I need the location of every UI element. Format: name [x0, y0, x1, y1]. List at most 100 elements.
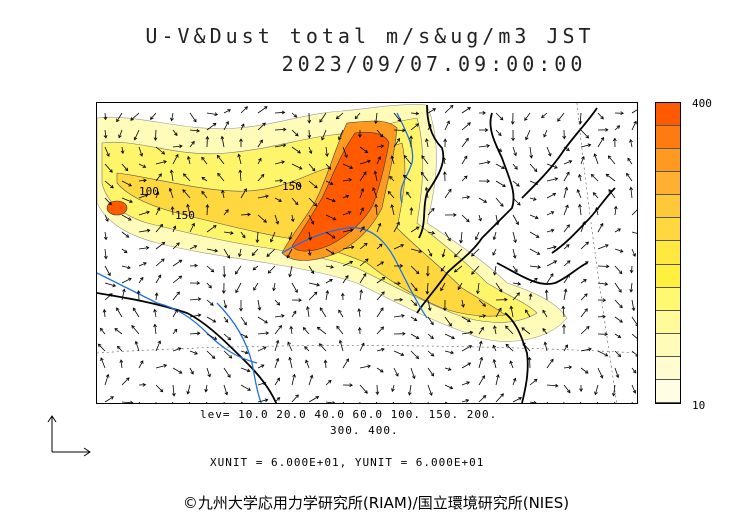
- wind-vector: [155, 160, 167, 165]
- wind-vector: [563, 244, 570, 250]
- wind-vector: [546, 245, 557, 250]
- wind-vector: [563, 171, 570, 182]
- wind-vector: [410, 226, 420, 233]
- wind-vector: [223, 316, 229, 323]
- vector-unit-line: XUNIT = 6.000E+01, YUNIT = 6.000E+01: [210, 456, 485, 469]
- wind-vector: [132, 307, 140, 318]
- wind-vector: [274, 397, 281, 403]
- wind-vector: [302, 327, 310, 335]
- wind-vector: [240, 188, 247, 199]
- wind-vector: [557, 112, 565, 122]
- wind-vector: [223, 248, 230, 259]
- wind-vector: [492, 358, 497, 369]
- wind-vector: [206, 316, 217, 323]
- wind-vector: [478, 214, 482, 222]
- wind-vector: [393, 281, 401, 286]
- wind-vector: [512, 180, 520, 187]
- wind-vector: [631, 231, 637, 234]
- wind-vector: [342, 178, 353, 182]
- wind-vector: [427, 248, 433, 257]
- wind-vector: [457, 282, 463, 291]
- wind-vector: [580, 367, 589, 374]
- wind-vector: [529, 401, 537, 403]
- wind-vector: [495, 282, 503, 293]
- colorbar-segment: [656, 379, 680, 404]
- wind-vector: [257, 139, 263, 148]
- wind-vector: [478, 160, 491, 165]
- wind-vector: [631, 350, 637, 357]
- wind-vector: [546, 273, 554, 284]
- wind-vector: [444, 401, 448, 403]
- wind-vector: [478, 356, 484, 369]
- wind-vector: [172, 328, 178, 335]
- wind-vector: [580, 308, 588, 318]
- wind-vector: [597, 264, 610, 269]
- wind-vector: [274, 377, 280, 386]
- colorbar-segment: [656, 356, 680, 380]
- wind-vector: [325, 379, 332, 386]
- colorbar-segment: [656, 195, 680, 219]
- wind-vector: [169, 169, 174, 182]
- wind-vector: [614, 265, 623, 275]
- wind-vector: [525, 129, 531, 141]
- wind-vector: [155, 363, 168, 369]
- wind-vector: [342, 245, 355, 250]
- wind-vector: [342, 274, 349, 284]
- wind-vector: [409, 207, 414, 216]
- wind-vector: [393, 137, 401, 148]
- wind-vector: [529, 265, 542, 269]
- wind-vector: [235, 282, 242, 294]
- wind-vector: [287, 341, 293, 352]
- wind-vector: [216, 154, 225, 165]
- wind-vector: [274, 160, 285, 165]
- wind-vector: [590, 173, 599, 182]
- wind-vector: [521, 327, 531, 335]
- wind-vector: [443, 138, 448, 148]
- wind-vector: [99, 327, 106, 335]
- wind-vector: [206, 122, 217, 131]
- wind-vector: [189, 281, 201, 285]
- wind-vector: [461, 362, 472, 369]
- wind-vector: [440, 265, 446, 272]
- wind-vector: [524, 112, 531, 121]
- wind-vector: [240, 333, 249, 338]
- wind-vector: [461, 137, 469, 148]
- wind-vector: [478, 375, 485, 386]
- wind-vector: [409, 135, 413, 148]
- wind-vector: [240, 401, 244, 403]
- wind-vector: [529, 180, 539, 186]
- wind-vector: [186, 155, 191, 165]
- wind-vector: [495, 214, 500, 226]
- wind-vector: [476, 282, 480, 295]
- wind-vector: [121, 400, 134, 403]
- wind-vector: [563, 160, 573, 165]
- wind-vector: [376, 367, 384, 373]
- wind-vector: [153, 308, 157, 318]
- wind-vector: [605, 173, 616, 182]
- wind-vector: [376, 129, 384, 138]
- wind-vector: [342, 228, 354, 233]
- wind-vector: [325, 265, 334, 269]
- wind-vector: [359, 289, 363, 301]
- wind-vector: [427, 384, 433, 396]
- wind-vector: [155, 340, 162, 352]
- wind-vector: [492, 344, 497, 352]
- wind-vector: [631, 367, 637, 374]
- wind-vector: [410, 367, 416, 380]
- wind-vector: [257, 194, 269, 199]
- wind-vector: [189, 313, 202, 318]
- wind-vector: [104, 373, 110, 386]
- wind-vector: [495, 146, 503, 152]
- wind-vector: [597, 222, 604, 233]
- wind-vector: [206, 299, 214, 306]
- wind-vector: [393, 128, 406, 133]
- wind-vector: [546, 163, 558, 169]
- wind-vector: [342, 383, 353, 388]
- wind-vector: [631, 384, 637, 394]
- wind-vector: [206, 350, 216, 359]
- wind-vector: [442, 171, 447, 182]
- wind-vector: [257, 173, 265, 182]
- wind-vector: [172, 347, 182, 352]
- wind-vector: [376, 276, 386, 284]
- wind-vector: [104, 282, 117, 288]
